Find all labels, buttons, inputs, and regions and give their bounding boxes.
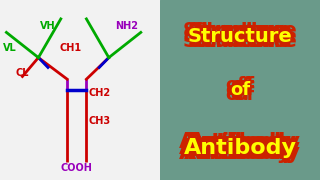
Text: CH3: CH3 bbox=[88, 116, 110, 127]
Text: Antibody: Antibody bbox=[188, 132, 301, 152]
Text: VL: VL bbox=[3, 43, 16, 53]
Text: Structure: Structure bbox=[183, 21, 288, 40]
Text: Antibody: Antibody bbox=[183, 143, 297, 163]
Text: Antibody: Antibody bbox=[179, 143, 292, 163]
Text: of: of bbox=[230, 76, 250, 94]
Text: NH2: NH2 bbox=[115, 21, 138, 31]
Text: of: of bbox=[235, 86, 255, 104]
Text: Structure: Structure bbox=[184, 26, 289, 46]
Text: of: of bbox=[235, 81, 255, 99]
Text: Antibody: Antibody bbox=[188, 138, 301, 158]
Text: Structure: Structure bbox=[188, 21, 292, 40]
Text: of: of bbox=[230, 85, 250, 103]
Text: Structure: Structure bbox=[183, 26, 288, 46]
Text: CH1: CH1 bbox=[59, 43, 82, 53]
Text: of: of bbox=[233, 81, 253, 99]
Text: Antibody: Antibody bbox=[183, 138, 297, 158]
Text: Antibody: Antibody bbox=[179, 138, 292, 158]
Text: Antibody: Antibody bbox=[183, 134, 297, 154]
Text: Antibody: Antibody bbox=[183, 141, 297, 161]
Text: Antibody: Antibody bbox=[180, 138, 293, 158]
Text: Structure: Structure bbox=[188, 26, 292, 46]
Text: Antibody: Antibody bbox=[179, 132, 292, 152]
Text: Antibody: Antibody bbox=[188, 143, 301, 163]
Text: Structure: Structure bbox=[192, 32, 297, 51]
Text: CH2: CH2 bbox=[88, 88, 110, 98]
Text: CL: CL bbox=[16, 68, 29, 78]
Text: Antibody: Antibody bbox=[183, 132, 297, 152]
Text: of: of bbox=[230, 81, 250, 99]
Text: Structure: Structure bbox=[191, 26, 296, 46]
Text: Structure: Structure bbox=[188, 32, 292, 51]
Text: of: of bbox=[227, 81, 247, 99]
Text: of: of bbox=[225, 81, 245, 99]
Text: of: of bbox=[230, 86, 250, 104]
Text: of: of bbox=[230, 77, 250, 95]
Text: Structure: Structure bbox=[192, 26, 297, 46]
Text: Antibody: Antibody bbox=[187, 138, 300, 158]
Text: VH: VH bbox=[40, 21, 56, 31]
Text: Structure: Structure bbox=[192, 21, 297, 40]
Text: of: of bbox=[235, 76, 255, 94]
Text: of: of bbox=[225, 76, 245, 94]
Text: COOH: COOH bbox=[61, 163, 93, 173]
Text: Structure: Structure bbox=[188, 23, 292, 42]
Text: Structure: Structure bbox=[188, 30, 292, 49]
Text: of: of bbox=[225, 86, 245, 104]
Text: Structure: Structure bbox=[183, 32, 288, 51]
